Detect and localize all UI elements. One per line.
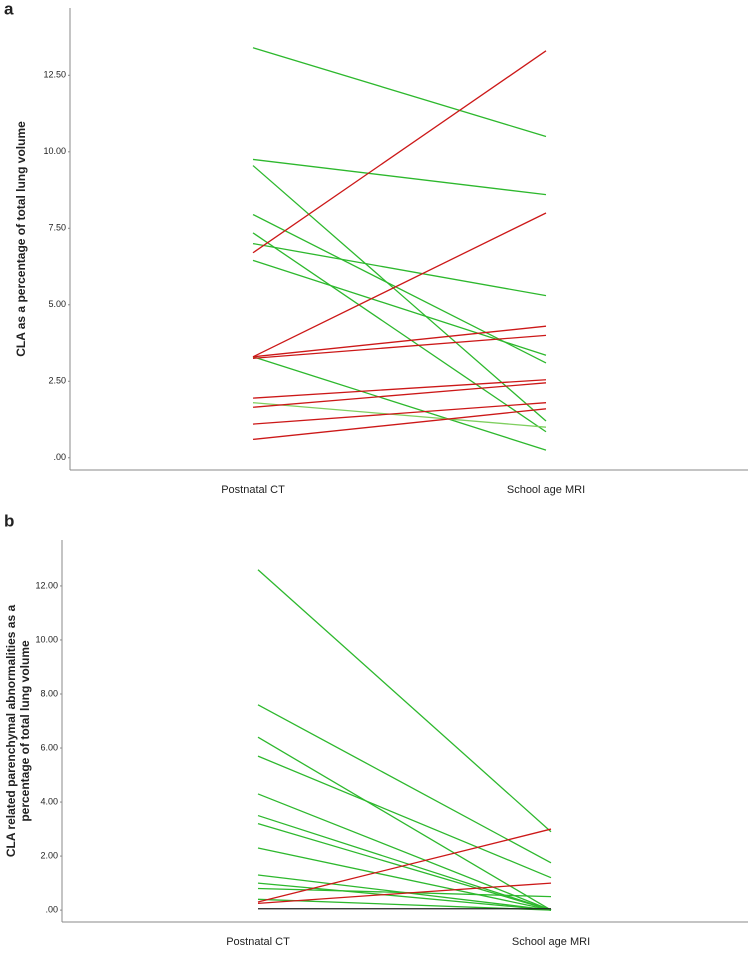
y-tick-label: 6.00 — [40, 742, 58, 752]
series-line — [257, 736, 552, 911]
y-tick-label: 5.00 — [48, 299, 66, 309]
y-tick-label: 10.00 — [35, 634, 58, 644]
series-line — [252, 232, 547, 433]
series-line — [252, 50, 547, 254]
series-line — [252, 402, 547, 428]
series-line — [257, 569, 552, 833]
series-line — [257, 704, 552, 864]
series-line — [252, 212, 547, 358]
series-line — [257, 755, 552, 879]
series-line — [252, 356, 547, 451]
series-line — [257, 793, 552, 911]
x-tick-label: Postnatal CT — [221, 484, 285, 496]
x-tick-label: Postnatal CT — [226, 936, 290, 948]
series-line — [257, 882, 552, 905]
series-line — [257, 882, 552, 911]
y-tick-label: 4.00 — [40, 796, 58, 806]
series-line — [252, 165, 547, 422]
series-line — [252, 382, 547, 408]
panel-label: a — [4, 0, 14, 18]
series-line — [252, 213, 547, 364]
y-axis-label: CLA as a percentage of total lung volume — [14, 121, 28, 357]
y-tick-label: .00 — [53, 452, 66, 462]
series-line — [257, 828, 552, 903]
series-line — [252, 47, 547, 138]
y-axis-label: percentage of total lung volume — [18, 640, 32, 822]
y-tick-label: .00 — [45, 904, 58, 914]
series-line — [252, 242, 547, 297]
y-tick-label: 10.00 — [43, 146, 66, 156]
series-line — [252, 408, 547, 441]
series-line — [252, 402, 547, 425]
series-line — [252, 325, 547, 358]
y-tick-label: 2.00 — [40, 850, 58, 860]
series-line — [252, 334, 547, 359]
y-tick-label: 12.50 — [43, 70, 66, 80]
series-line — [257, 847, 552, 911]
x-tick-label: School age MRI — [507, 484, 585, 496]
y-axis-label: CLA related parenchymal abnormalities as… — [4, 605, 18, 858]
series-line — [257, 814, 552, 911]
series-line — [252, 158, 547, 196]
panel-label: b — [4, 511, 14, 530]
y-tick-label: 2.50 — [48, 376, 66, 386]
y-tick-label: 12.00 — [35, 580, 58, 590]
y-tick-label: 7.50 — [48, 223, 66, 233]
y-tick-label: 8.00 — [40, 688, 58, 698]
x-tick-label: School age MRI — [512, 936, 590, 948]
series-line — [252, 379, 547, 399]
